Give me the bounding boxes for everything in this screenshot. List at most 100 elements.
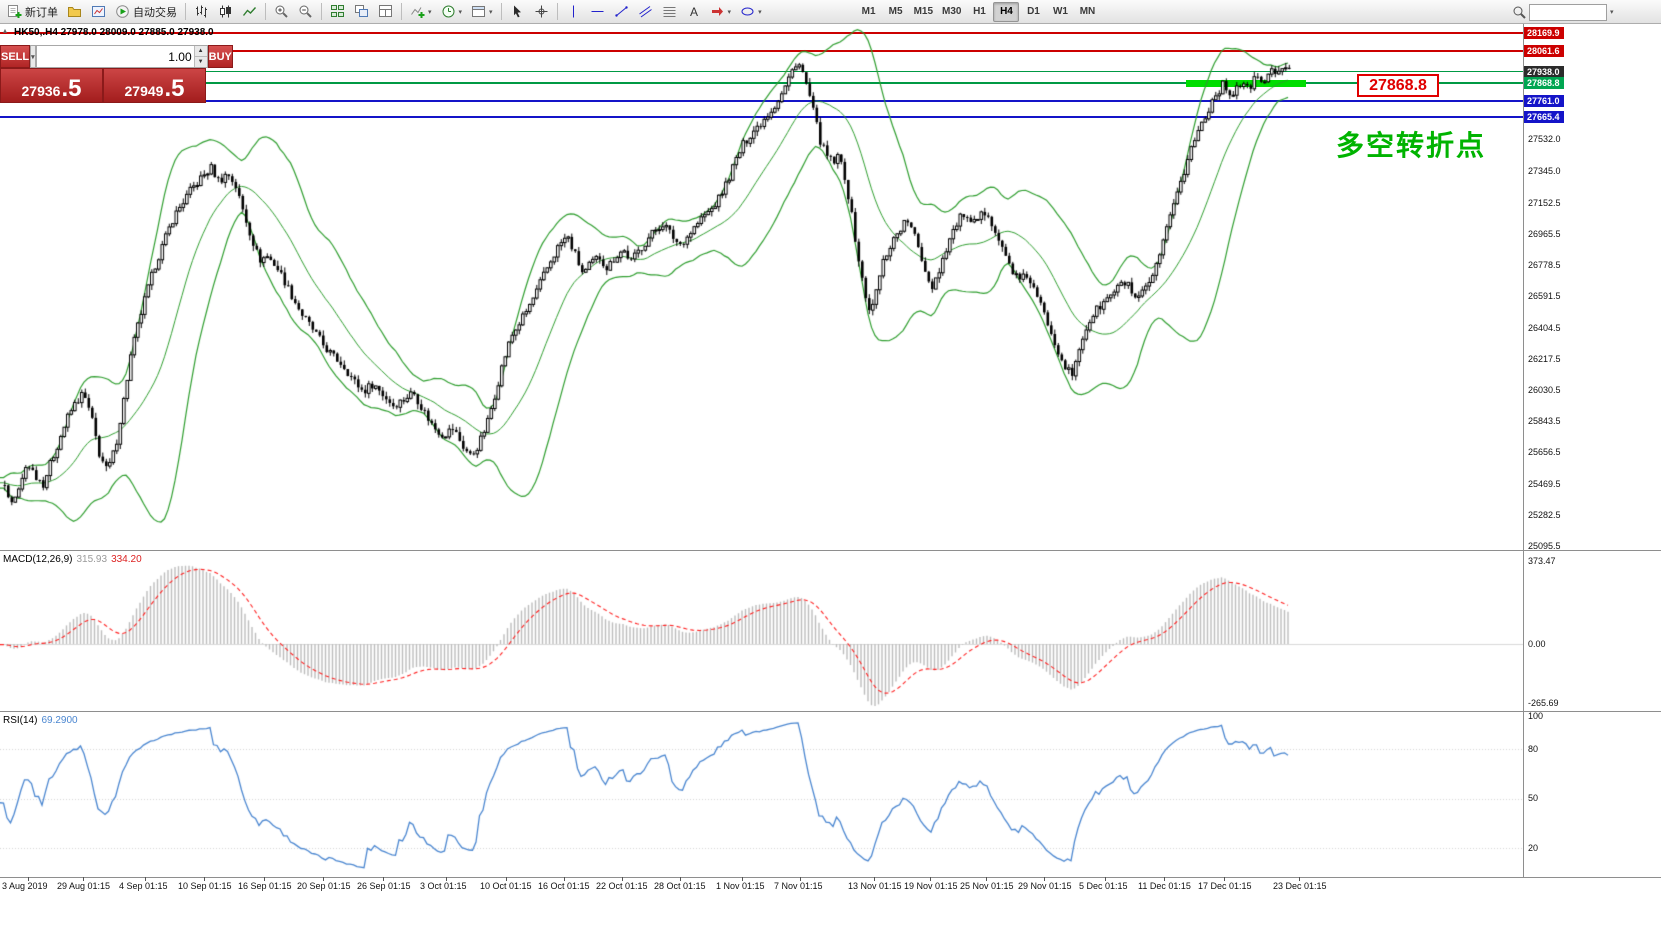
time-axis-tick — [83, 877, 84, 881]
time-axis-label: 3 Aug 2019 — [2, 881, 48, 891]
timeframe-w1[interactable]: W1 — [1052, 6, 1068, 17]
panel-collapse-icon[interactable]: ▴ — [3, 26, 8, 35]
toolbar-separator — [321, 3, 322, 20]
shapes-tool-button[interactable]: ▾ — [736, 2, 766, 22]
line-chart-button[interactable] — [238, 2, 261, 22]
line-chart-icon — [242, 7, 257, 16]
timeframe-mn[interactable]: MN — [1079, 6, 1096, 17]
price-axis-label: 27345.0 — [1528, 165, 1561, 176]
macd-pane-canvas[interactable] — [0, 551, 1523, 711]
price-axis-label: 26404.5 — [1528, 322, 1561, 333]
indicators-icon — [411, 7, 425, 18]
vertical-line-tool-button[interactable] — [562, 2, 585, 22]
volume-down-button[interactable]: ▼ — [193, 57, 207, 67]
macd-axis-label: -265.69 — [1528, 698, 1559, 708]
volume-up-button[interactable]: ▲ — [193, 46, 207, 57]
sell-price-block[interactable]: 27936 .5 — [0, 68, 103, 103]
time-axis-tick — [742, 877, 743, 881]
timeframe-m1[interactable]: M1 — [861, 6, 876, 17]
macd-axis-label: 373.47 — [1528, 556, 1556, 566]
vertical-line-tool-icon — [572, 5, 574, 18]
time-axis-label: 29 Aug 01:15 — [57, 881, 111, 891]
price-tag: 27938.0 — [1524, 65, 1564, 78]
timeframe-m30[interactable]: M30 — [942, 6, 962, 17]
toolbar-separator — [185, 3, 186, 20]
main-chart-canvas[interactable] — [0, 24, 1523, 551]
turning-point-note[interactable]: 多空转折点 — [1336, 130, 1487, 161]
buy-button[interactable]: BUY — [207, 45, 233, 68]
price-axis-label: 25843.5 — [1528, 416, 1561, 427]
candlestick-chart-button[interactable] — [214, 2, 237, 22]
time-axis-label: 3 Oct 01:15 — [420, 881, 467, 891]
cursor-button[interactable] — [506, 2, 529, 22]
rsi-pane-separator[interactable] — [0, 711, 1661, 712]
text-tool-icon: A — [690, 5, 698, 19]
timeframe-d1[interactable]: D1 — [1027, 6, 1040, 17]
text-tool-button[interactable]: A — [682, 2, 705, 22]
search-icon — [1513, 6, 1526, 19]
templates-button[interactable]: ▾ — [467, 2, 497, 22]
zoom-out-button[interactable] — [294, 2, 317, 22]
search-caret-icon[interactable]: ▾ — [1610, 9, 1614, 16]
time-axis-tick — [930, 877, 931, 881]
price-axis-line[interactable] — [1523, 24, 1524, 877]
sell-button[interactable]: SELL — [0, 45, 31, 68]
time-axis-tick — [446, 877, 447, 881]
new-order-label: 新订单 — [25, 6, 58, 19]
bar-chart-button[interactable] — [190, 2, 213, 22]
toolbar-search-input[interactable] — [1529, 3, 1607, 21]
rsi-axis-label: 20 — [1528, 843, 1539, 853]
channel-tool-button[interactable] — [634, 2, 657, 22]
autotrade-button[interactable]: 自动交易 — [111, 2, 181, 22]
profiles-button[interactable] — [63, 2, 86, 22]
macd-main-value: 315.93 — [76, 554, 108, 565]
price-axis-label: 26778.5 — [1528, 260, 1561, 271]
fibonacci-tool-button[interactable] — [658, 2, 681, 22]
timeframe-m15[interactable]: M15 — [913, 6, 934, 17]
indicators-button[interactable]: ▾ — [406, 2, 436, 22]
time-axis-label: 16 Oct 01:15 — [538, 881, 590, 891]
time-axis-label: 10 Oct 01:15 — [480, 881, 532, 891]
arrows-tool-button[interactable]: ▾ — [706, 2, 736, 22]
timeframe-h1[interactable]: H1 — [973, 6, 986, 17]
timeframe-h4[interactable]: H4 — [993, 1, 1020, 22]
time-axis-tick — [145, 877, 146, 881]
arrange-windows-button[interactable] — [374, 2, 397, 22]
macd-pane-separator[interactable] — [0, 550, 1661, 551]
time-axis-label: 11 Dec 01:15 — [1138, 881, 1191, 891]
buy-price-block[interactable]: 27949 .5 — [103, 68, 206, 103]
time-axis-tick — [1299, 877, 1300, 881]
timeframe-m5[interactable]: M5 — [888, 6, 903, 17]
bar-chart-icon — [196, 5, 207, 18]
cursor-icon — [513, 5, 521, 18]
time-axis-tick — [1105, 877, 1106, 881]
crosshair-button[interactable] — [530, 2, 553, 22]
time-axis-tick — [1044, 877, 1045, 881]
tile-windows-button[interactable] — [326, 2, 349, 22]
cascade-windows-icon — [355, 5, 368, 17]
new-order-button[interactable]: 新订单 — [3, 2, 62, 22]
price-tag: 27761.0 — [1524, 95, 1564, 108]
volume-preset-button[interactable]: ▾ — [30, 45, 36, 68]
templates-caret-icon: ▾ — [489, 8, 493, 16]
timeframe-group: M1 M5 M15 M30 H1 H4 D1 W1 MN — [856, 1, 1101, 22]
horizontal-line-tool-button[interactable] — [586, 2, 609, 22]
time-axis-tick — [323, 877, 324, 881]
rsi-value: 69.2900 — [41, 715, 78, 726]
time-axis-tick — [564, 877, 565, 881]
templates-icon — [472, 6, 486, 17]
new-order-icon — [8, 5, 22, 18]
toolbar-separator — [556, 3, 558, 20]
svg-text:A: A — [690, 5, 698, 19]
price-callout-label[interactable]: 27868.8 — [1357, 74, 1439, 97]
zoom-in-button[interactable] — [270, 2, 293, 22]
arrange-windows-icon — [379, 5, 392, 17]
rsi-pane-canvas[interactable] — [0, 712, 1523, 877]
volume-input[interactable] — [36, 46, 194, 67]
macd-signal-value: 334.20 — [111, 554, 142, 565]
price-axis-label: 25469.5 — [1528, 478, 1561, 489]
periods-button[interactable]: ▾ — [437, 2, 467, 22]
cascade-windows-button[interactable] — [350, 2, 373, 22]
trendline-tool-button[interactable] — [610, 2, 633, 22]
market-watch-button[interactable] — [87, 2, 110, 22]
